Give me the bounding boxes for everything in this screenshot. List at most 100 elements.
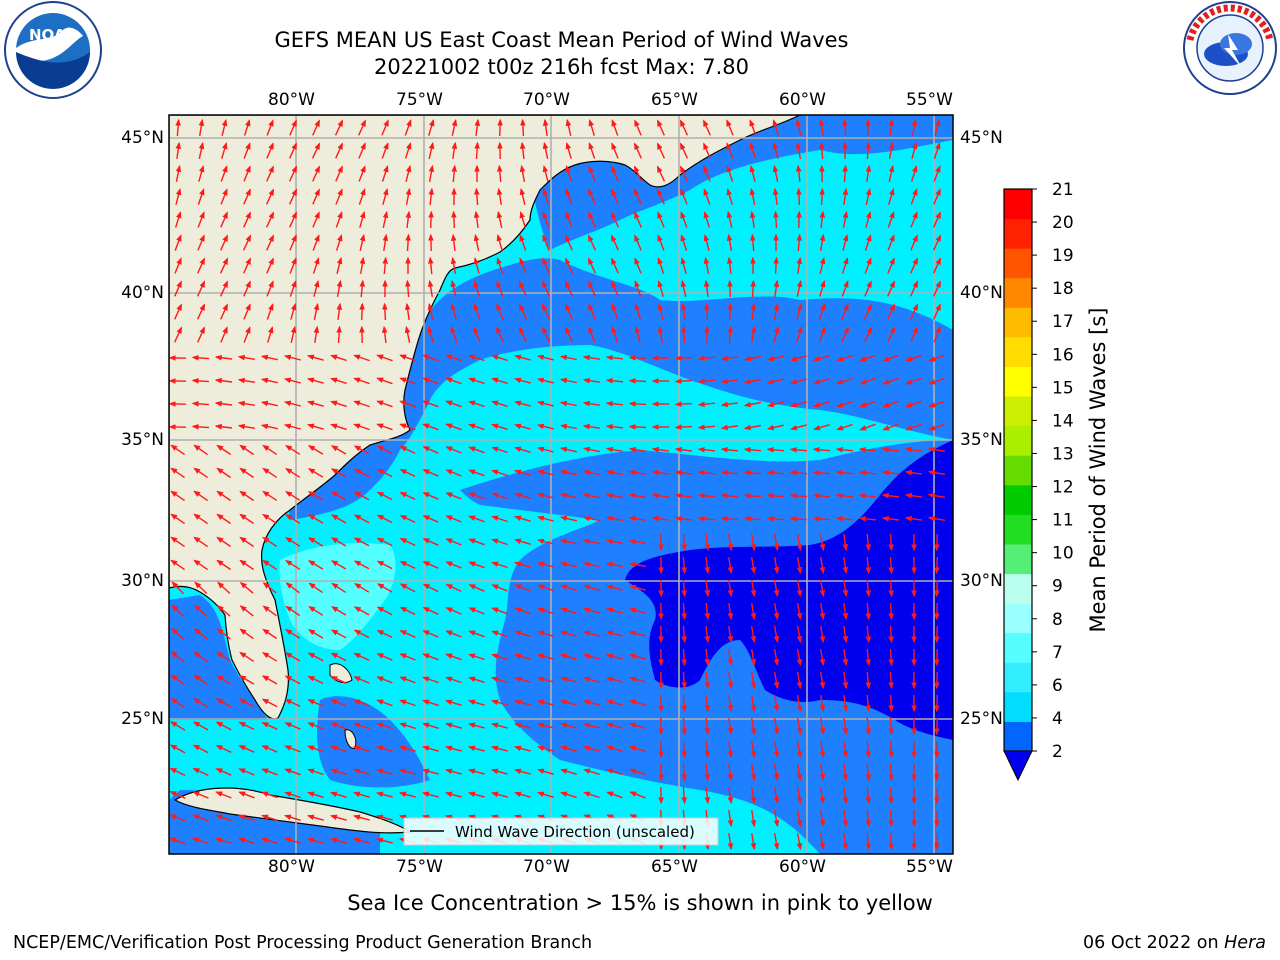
direction-arrow bbox=[243, 303, 251, 320]
direction-arrow bbox=[307, 675, 324, 685]
direction-arrow bbox=[934, 625, 940, 644]
direction-arrow bbox=[565, 211, 573, 228]
colorbar-tick-label: 21 bbox=[1052, 180, 1074, 200]
direction-arrow bbox=[376, 606, 393, 616]
direction-arrow bbox=[697, 446, 716, 453]
direction-arrow bbox=[704, 534, 711, 552]
direction-arrow bbox=[399, 537, 416, 547]
direction-arrow bbox=[928, 400, 945, 408]
direction-arrow bbox=[519, 234, 527, 251]
direction-arrow bbox=[766, 446, 785, 453]
direction-arrow bbox=[582, 515, 600, 522]
direction-arrow bbox=[559, 768, 577, 775]
direction-arrow bbox=[559, 676, 577, 683]
direction-arrow bbox=[541, 303, 551, 320]
direction-arrow bbox=[934, 740, 940, 759]
direction-arrow bbox=[468, 400, 485, 408]
direction-arrow bbox=[634, 280, 642, 297]
direction-arrow bbox=[766, 469, 785, 476]
direction-arrow bbox=[904, 469, 922, 476]
direction-arrow bbox=[842, 649, 849, 667]
direction-arrow bbox=[720, 378, 739, 385]
direction-arrow bbox=[197, 326, 205, 343]
direction-arrow bbox=[928, 377, 945, 385]
direction-arrow bbox=[727, 671, 734, 690]
direction-arrow bbox=[726, 119, 734, 136]
direction-arrow bbox=[308, 605, 324, 616]
direction-arrow bbox=[773, 325, 780, 343]
direction-arrow bbox=[192, 814, 209, 822]
direction-arrow bbox=[354, 583, 370, 593]
direction-arrow bbox=[428, 118, 435, 136]
direction-arrow bbox=[266, 234, 274, 251]
direction-arrow bbox=[266, 280, 274, 297]
direction-arrow bbox=[376, 653, 393, 661]
direction-arrow bbox=[605, 469, 624, 476]
direction-arrow bbox=[772, 141, 779, 159]
direction-arrow bbox=[628, 561, 647, 568]
direction-arrow bbox=[888, 579, 894, 598]
direction-arrow bbox=[582, 630, 600, 637]
direction-arrow bbox=[422, 515, 439, 523]
direction-arrow bbox=[934, 648, 940, 667]
direction-arrow bbox=[215, 698, 232, 708]
direction-arrow bbox=[704, 787, 711, 805]
direction-arrow bbox=[819, 671, 826, 690]
direction-arrow bbox=[169, 721, 186, 731]
direction-arrow bbox=[266, 257, 274, 274]
direction-arrow bbox=[491, 584, 508, 592]
direction-arrow bbox=[842, 787, 849, 805]
direction-arrow bbox=[704, 302, 710, 321]
direction-arrow bbox=[536, 492, 554, 499]
land-north-america bbox=[169, 115, 801, 720]
direction-arrow bbox=[859, 354, 876, 362]
direction-arrow bbox=[633, 188, 643, 205]
direction-arrow bbox=[214, 354, 232, 361]
direction-arrow bbox=[382, 187, 389, 205]
direction-arrow bbox=[262, 582, 277, 594]
direction-arrow bbox=[743, 355, 762, 362]
direction-arrow bbox=[605, 400, 624, 407]
direction-arrow bbox=[628, 653, 646, 660]
direction-arrow bbox=[888, 118, 895, 137]
direction-arrow bbox=[381, 325, 388, 343]
direction-arrow bbox=[749, 233, 756, 252]
direction-arrow bbox=[582, 699, 600, 706]
direction-arrow bbox=[819, 740, 826, 759]
colorbar-segment bbox=[1004, 396, 1032, 427]
direction-arrow bbox=[657, 302, 664, 320]
direction-arrow bbox=[445, 400, 462, 408]
direction-arrow bbox=[750, 809, 757, 828]
direction-arrow bbox=[376, 468, 393, 478]
direction-arrow bbox=[582, 745, 600, 752]
direction-arrow bbox=[376, 400, 393, 408]
direction-arrow bbox=[904, 515, 922, 522]
colorbar-segment bbox=[1004, 632, 1032, 663]
direction-arrow bbox=[628, 446, 647, 453]
direction-arrow bbox=[513, 400, 531, 407]
direction-arrow bbox=[704, 718, 711, 736]
direction-arrow bbox=[490, 722, 508, 729]
direction-arrow bbox=[611, 303, 619, 320]
direction-arrow bbox=[743, 515, 762, 522]
direction-arrow bbox=[605, 423, 624, 430]
direction-arrow bbox=[680, 256, 687, 274]
direction-arrow bbox=[864, 257, 872, 274]
direction-arrow bbox=[610, 211, 620, 228]
direction-arrow bbox=[819, 694, 826, 713]
direction-arrow bbox=[697, 424, 716, 431]
direction-arrow bbox=[352, 791, 370, 798]
direction-arrow bbox=[330, 514, 347, 524]
lon-tick-top: 70°W bbox=[523, 90, 570, 110]
direction-arrow bbox=[766, 424, 784, 431]
direction-arrow bbox=[513, 492, 531, 499]
direction-arrow bbox=[835, 515, 854, 522]
direction-arrow bbox=[330, 423, 347, 431]
direction-arrow bbox=[605, 377, 624, 384]
direction-arrow bbox=[221, 118, 228, 136]
direction-arrow bbox=[634, 119, 642, 136]
direction-arrow bbox=[191, 424, 210, 430]
direction-arrow bbox=[174, 257, 182, 274]
direction-arrow bbox=[904, 446, 922, 453]
direction-arrow bbox=[468, 354, 485, 362]
